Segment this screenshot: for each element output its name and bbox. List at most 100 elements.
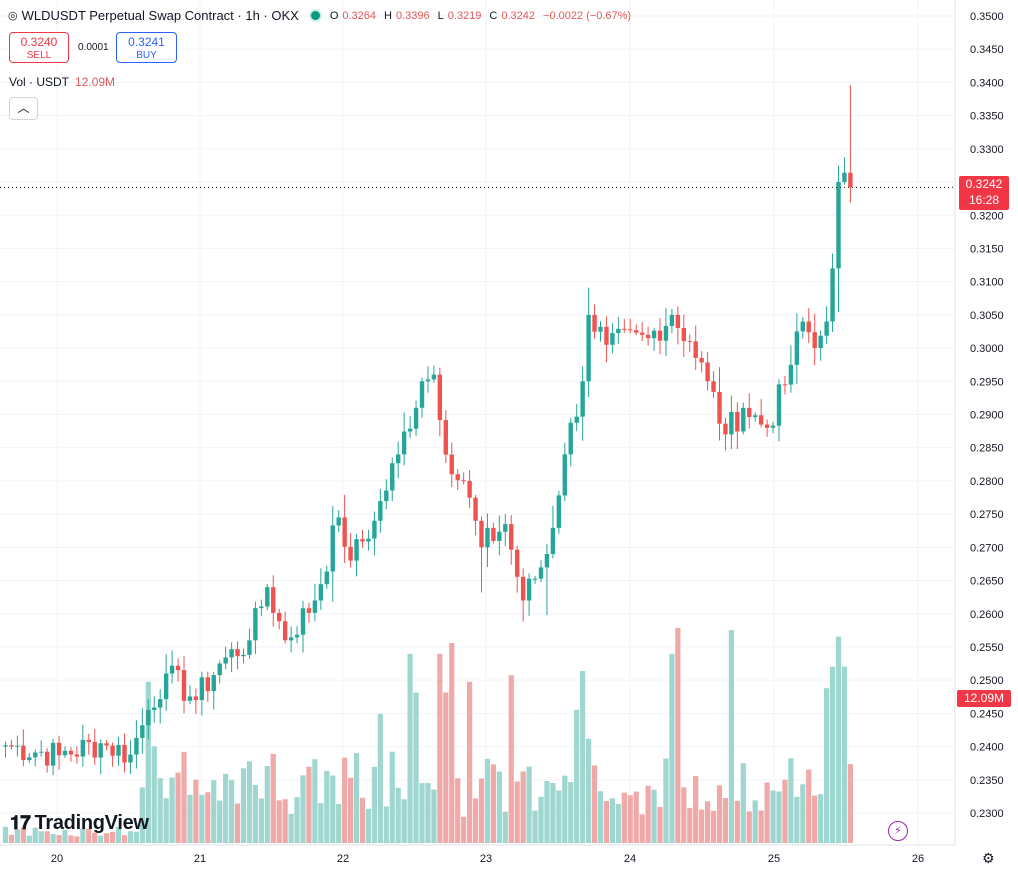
candle-body — [158, 699, 163, 708]
volume-bar — [8, 834, 15, 843]
candle-body — [169, 665, 175, 674]
candle-body — [425, 379, 431, 382]
candle-body — [449, 454, 454, 475]
candle-body — [437, 374, 443, 421]
lightning-icon[interactable]: ⚡ — [888, 821, 908, 841]
settings-gear-icon[interactable]: ⚙ — [982, 850, 995, 866]
x-tick-label: 22 — [337, 853, 349, 865]
volume-bar — [258, 798, 264, 843]
volume-bar — [306, 766, 312, 843]
candle-body — [604, 326, 609, 345]
y-tick-label: 0.2400 — [970, 742, 1004, 754]
candle-body — [764, 424, 770, 428]
price-axis: 0.35000.34500.34000.33500.33000.32500.32… — [970, 11, 1004, 820]
candle-body — [235, 649, 240, 657]
volume-bar — [348, 777, 354, 843]
volume-bar — [615, 803, 621, 843]
volume-bar — [300, 775, 306, 843]
candle-body — [675, 314, 681, 328]
candle — [253, 601, 258, 655]
volume-bar — [169, 777, 175, 843]
tradingview-logo[interactable]: 𝟏𝟕 TradingView — [10, 812, 149, 835]
candle — [92, 728, 97, 765]
candle — [27, 752, 32, 764]
candle-body — [300, 608, 306, 635]
candle-body — [753, 415, 758, 418]
candle — [211, 672, 216, 710]
candle-body — [68, 750, 74, 755]
volume-bar — [359, 797, 366, 843]
candle — [271, 575, 276, 627]
close-value: 0.3242 — [501, 9, 536, 22]
candle-body — [74, 754, 80, 757]
high-key: H — [384, 9, 392, 22]
volume-bar — [788, 758, 794, 843]
candle-body — [80, 739, 86, 757]
candle — [360, 529, 365, 548]
volume-bar — [32, 827, 38, 843]
sell-button[interactable]: 0.3240 SELL — [9, 32, 69, 63]
volume-bar — [181, 751, 187, 843]
candle — [538, 560, 544, 583]
candle — [776, 379, 782, 442]
candle — [384, 479, 389, 510]
volume-bar — [383, 806, 389, 843]
y-tick-label: 0.2350 — [970, 775, 1004, 787]
candle-body — [104, 743, 109, 746]
volume-bar — [603, 800, 610, 843]
candle — [544, 543, 550, 616]
candle-body — [467, 480, 472, 498]
candle-body — [586, 314, 591, 382]
candle — [735, 402, 740, 450]
candle — [62, 746, 68, 758]
candle — [68, 747, 74, 762]
candle-body — [729, 411, 734, 435]
candle — [473, 494, 478, 536]
candle-body — [443, 420, 448, 455]
candle-body — [175, 665, 181, 671]
symbol-title[interactable]: WLDUSDT Perpetual Swap Contract · 1h · O… — [21, 8, 299, 23]
volume-bar — [336, 803, 342, 843]
candle-body — [758, 415, 764, 425]
candle — [509, 515, 514, 565]
candle-body — [372, 520, 377, 539]
candle-body — [419, 381, 425, 408]
volume-bar — [163, 798, 169, 843]
candle — [592, 304, 597, 339]
buy-button[interactable]: 0.3241 BUY — [116, 32, 177, 63]
time-axis: 20 21 22 23 24 25 26 — [51, 853, 924, 865]
candle-body — [770, 425, 776, 428]
candle-body — [312, 600, 318, 613]
volume-bar — [574, 709, 580, 843]
candle — [401, 412, 407, 466]
volume-bar — [752, 800, 758, 843]
volume-legend: Vol · USDT 12.09M — [9, 75, 115, 89]
candle — [848, 85, 853, 203]
collapse-legend-button[interactable]: ︿ — [9, 97, 38, 120]
candle — [44, 748, 50, 773]
volume-bar — [318, 803, 324, 843]
volume-bar — [425, 783, 431, 843]
open-key: O — [329, 9, 339, 22]
candle-body — [401, 431, 407, 455]
candle-body — [544, 553, 550, 568]
candle-body — [681, 327, 686, 342]
candle-body — [98, 743, 103, 758]
volume-bar — [734, 800, 740, 843]
x-tick-label: 23 — [480, 853, 492, 865]
volume-bar — [800, 784, 806, 843]
candle-body — [27, 757, 32, 761]
candle — [330, 506, 335, 602]
volume-bar — [550, 783, 556, 843]
candle — [604, 316, 609, 363]
candle — [158, 689, 163, 724]
candle-body — [503, 524, 508, 532]
chart-header: ◎ WLDUSDT Perpetual Swap Contract · 1h ·… — [8, 8, 635, 23]
y-tick-label: 0.2950 — [970, 376, 1004, 388]
candle — [98, 739, 103, 775]
volume-bar — [746, 811, 752, 843]
candle-body — [645, 334, 651, 339]
candle-body — [485, 527, 490, 548]
volume-bar — [193, 779, 199, 843]
